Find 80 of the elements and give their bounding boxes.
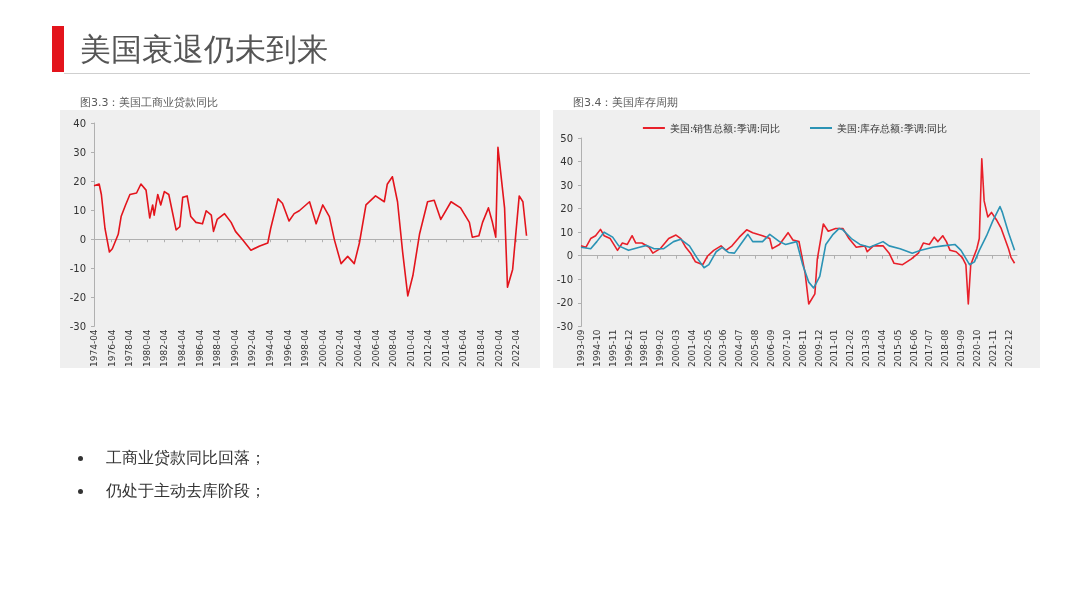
y-tick-label: -10 bbox=[69, 262, 86, 274]
x-tick-label: 1974-04 bbox=[89, 329, 99, 368]
x-tick-label: 1995-11 bbox=[607, 329, 618, 368]
text: 工商业贷款同比回落； bbox=[105, 448, 266, 469]
line-series bbox=[580, 157, 1016, 305]
x-tick-label: 1993-09 bbox=[576, 329, 586, 368]
y-tick-label: 40 bbox=[560, 156, 573, 168]
y-tick-label: -20 bbox=[69, 291, 86, 303]
x-tick-label: 2018-08 bbox=[940, 329, 951, 368]
x-tick-label: 2020-04 bbox=[493, 329, 504, 368]
x-tick-label: 2014-04 bbox=[876, 329, 887, 368]
x-tick-label: 2007-10 bbox=[781, 329, 792, 368]
x-tick-label: 2022-12 bbox=[1003, 329, 1014, 368]
x-tick-label: 1998-04 bbox=[300, 329, 311, 368]
x-tick-label: 2001-04 bbox=[686, 329, 697, 368]
y-tick-label: -30 bbox=[556, 320, 573, 332]
x-tick-label: 2015-05 bbox=[892, 329, 903, 368]
x-tick-label: 1976-04 bbox=[106, 329, 117, 368]
x-tick-label: 2004-07 bbox=[734, 329, 745, 368]
x-tick-label: 1988-04 bbox=[212, 329, 223, 368]
x-tick-label: 2022-04 bbox=[511, 329, 522, 368]
x-tick-label: 2006-09 bbox=[766, 329, 777, 368]
y-tick-label: 20 bbox=[560, 203, 573, 215]
line-series bbox=[580, 205, 1016, 289]
chart-title: 图3.3：美国工商业贷款同比 bbox=[80, 96, 219, 109]
x-tick-label: 2002-04 bbox=[335, 329, 346, 368]
x-tick-label: 2000-04 bbox=[317, 329, 328, 368]
x-tick-label: 1990-04 bbox=[229, 329, 240, 368]
y-tick-label: -30 bbox=[69, 320, 86, 332]
legend-label: 美国:销售总额:季调:同比 bbox=[669, 122, 780, 134]
x-tick-label: 2014-04 bbox=[440, 329, 451, 368]
x-tick-label: 1996-12 bbox=[623, 329, 634, 368]
x-tick-label: 1982-04 bbox=[159, 329, 170, 368]
x-tick-label: 1998-01 bbox=[639, 329, 650, 368]
chart-title: 图3.4：美国库存周期 bbox=[573, 96, 679, 109]
x-tick-label: 2012-04 bbox=[423, 329, 434, 368]
x-tick-label: 1980-04 bbox=[141, 329, 152, 368]
x-tick-label: 2008-04 bbox=[388, 329, 399, 368]
y-tick-label: 0 bbox=[566, 250, 573, 262]
y-tick-label: 0 bbox=[79, 233, 86, 245]
x-tick-label: 1994-04 bbox=[264, 329, 275, 368]
x-tick-label: 2020-10 bbox=[971, 329, 982, 368]
y-tick-label: 40 bbox=[73, 117, 86, 129]
y-tick-label: -20 bbox=[556, 297, 573, 309]
x-tick-label: 2018-04 bbox=[476, 329, 487, 368]
line-series bbox=[93, 146, 528, 297]
x-tick-label: 1992-04 bbox=[247, 329, 258, 368]
x-tick-label: 2013-03 bbox=[860, 329, 871, 368]
x-tick-label: 2008-11 bbox=[797, 329, 808, 368]
x-tick-label: 2006-04 bbox=[370, 329, 381, 368]
x-tick-label: 1994-10 bbox=[591, 329, 602, 368]
y-tick-label: 10 bbox=[73, 204, 86, 216]
x-tick-label: 2016-06 bbox=[908, 329, 919, 368]
x-tick-label: 2010-04 bbox=[405, 329, 416, 368]
x-tick-label: 2000-03 bbox=[670, 329, 681, 368]
legend-label: 美国:库存总额:季调:同比 bbox=[837, 122, 948, 134]
y-tick-label: 20 bbox=[73, 175, 86, 187]
y-tick-label: 30 bbox=[73, 146, 86, 158]
x-tick-label: 2009-12 bbox=[813, 329, 824, 368]
x-tick-label: 1999-02 bbox=[655, 329, 666, 368]
y-tick-label: 30 bbox=[560, 179, 573, 191]
x-tick-label: 2012-02 bbox=[845, 329, 856, 368]
x-tick-label: 2004-04 bbox=[352, 329, 363, 368]
x-tick-label: 2021-11 bbox=[987, 329, 998, 368]
x-tick-label: 2011-01 bbox=[829, 329, 840, 368]
x-tick-label: 1996-04 bbox=[282, 329, 293, 368]
x-tick-label: 2017-07 bbox=[924, 329, 935, 368]
y-tick-label: -10 bbox=[556, 273, 573, 285]
x-tick-label: 2019-09 bbox=[956, 329, 967, 368]
x-tick-label: 2005-08 bbox=[750, 329, 761, 368]
x-tick-label: 1984-04 bbox=[176, 329, 187, 368]
text: 仍处于主动去库阶段； bbox=[105, 481, 266, 502]
x-tick-label: 1986-04 bbox=[194, 329, 205, 368]
x-tick-label: 2016-04 bbox=[458, 329, 469, 368]
text: 美国衰退仍未到来 bbox=[80, 30, 328, 69]
x-tick-label: 2002-05 bbox=[702, 329, 713, 368]
y-tick-label: 10 bbox=[560, 226, 573, 238]
x-tick-label: 2003-06 bbox=[718, 329, 729, 368]
y-tick-label: 50 bbox=[560, 132, 573, 144]
x-tick-label: 1978-04 bbox=[124, 329, 135, 368]
